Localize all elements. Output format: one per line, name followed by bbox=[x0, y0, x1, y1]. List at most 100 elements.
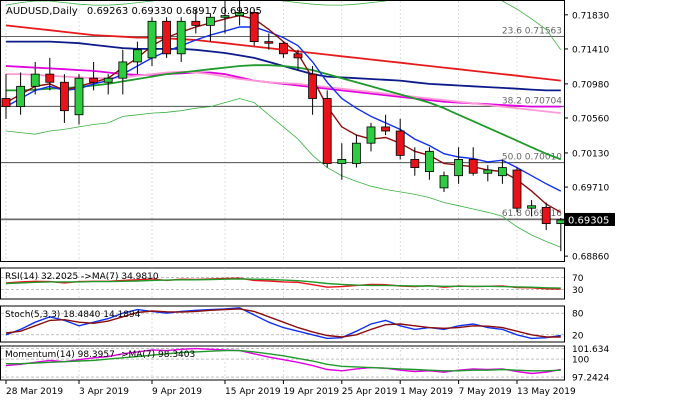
panel-frame-mom bbox=[0, 345, 565, 381]
candle-5 bbox=[74, 74, 84, 125]
candle-body-22 bbox=[322, 98, 332, 164]
candle-body-11 bbox=[162, 20, 172, 55]
candle-10 bbox=[147, 17, 157, 66]
panel-frame-rsi bbox=[0, 267, 565, 300]
candle-3 bbox=[45, 57, 55, 91]
chart-header: AUDUSD,Daily 0.69263 0.69330 0.68917 0.6… bbox=[6, 6, 262, 17]
candle-body-28 bbox=[410, 159, 420, 168]
panel-line-stoch-1 bbox=[5, 308, 561, 338]
candle-24 bbox=[351, 135, 361, 168]
overlay-line-ma_green-4 bbox=[6, 64, 562, 161]
y-tick-label-4: 0.70130 bbox=[572, 149, 609, 159]
candle-body-36 bbox=[527, 205, 536, 209]
y-tick-label-3: 0.70560 bbox=[572, 115, 609, 125]
candle-35 bbox=[512, 167, 522, 213]
fib-label-1: 38.2 0.70704 bbox=[502, 96, 562, 106]
x-tick-label-6: 1 May 2019 bbox=[400, 387, 453, 397]
x-tick-label-3: 15 Apr 2019 bbox=[225, 387, 281, 397]
candle-body-16 bbox=[235, 11, 245, 17]
panel-label-mom: Momentum(14) 98.3957 ->MA(7) 98.3403 bbox=[5, 350, 195, 360]
candles bbox=[1, 1, 566, 252]
x-tick-label-4: 19 Apr 2019 bbox=[283, 387, 339, 397]
candle-body-25 bbox=[366, 126, 376, 144]
candle-body-5 bbox=[74, 77, 84, 116]
time-axis: 28 Mar 2019 3 Apr 2019 9 Apr 2019 15 Apr 20… bbox=[5, 380, 576, 397]
candle-37 bbox=[541, 202, 551, 231]
candle-body-18 bbox=[264, 41, 274, 44]
candle-body-20 bbox=[293, 53, 303, 59]
symbol-label: AUDUSD,Daily bbox=[6, 6, 78, 17]
candle-18 bbox=[264, 33, 274, 50]
candle-body-7 bbox=[103, 77, 113, 83]
candle-body-30 bbox=[439, 175, 449, 189]
fib-label-0: 23.6 0.71563 bbox=[502, 27, 562, 37]
current-price-box bbox=[565, 212, 615, 226]
candle-body-34 bbox=[497, 167, 507, 177]
current-price-tag: 0.69305 bbox=[565, 212, 615, 226]
candle-14 bbox=[205, 13, 215, 42]
candle-body-23 bbox=[337, 159, 347, 164]
candle-body-10 bbox=[147, 20, 157, 59]
candle-body-24 bbox=[351, 142, 361, 164]
panel-rsi: 70 30 RSI(14) 32.2025 ->MA(7) 34.9810 bbox=[0, 267, 584, 300]
candle-body-32 bbox=[468, 159, 478, 174]
fib-label-2: 50.0 0.70010 bbox=[502, 153, 562, 163]
candle-body-35 bbox=[512, 169, 522, 209]
panel-tick-mom-1: 100 bbox=[572, 356, 589, 366]
candle-34 bbox=[497, 159, 507, 184]
candle-8 bbox=[118, 49, 128, 95]
x-tick-label-7: 7 May 2019 bbox=[459, 387, 512, 397]
x-tick-label-1: 3 Apr 2019 bbox=[79, 387, 129, 397]
candle-body-12 bbox=[176, 20, 186, 55]
candle-body-2 bbox=[30, 73, 40, 87]
candle-body-0 bbox=[1, 98, 11, 108]
candle-36 bbox=[527, 200, 536, 217]
y-tick-label-0: 0.71830 bbox=[572, 11, 609, 21]
candle-body-14 bbox=[205, 16, 215, 26]
candle-body-4 bbox=[60, 81, 69, 112]
panel-line-mom-0 bbox=[5, 347, 561, 375]
candle-12 bbox=[176, 17, 186, 62]
candle-0 bbox=[1, 74, 11, 119]
panel-stoch: 80 20 Stoch(5,3,3) 18.4840 14.1894 bbox=[0, 305, 584, 343]
candle-33 bbox=[483, 165, 493, 182]
candle-32 bbox=[468, 147, 478, 176]
candle-15 bbox=[220, 1, 230, 34]
main-panel-frame bbox=[0, 0, 565, 262]
price-axis: 0.71830 0.71410 0.70980 0.70560 0.70130 0.697… bbox=[564, 11, 609, 263]
y-tick-label-1: 0.71410 bbox=[572, 45, 609, 55]
candle-body-33 bbox=[483, 169, 493, 174]
candle-25 bbox=[366, 122, 376, 152]
candle-body-21 bbox=[308, 73, 318, 99]
candle-7 bbox=[103, 74, 113, 95]
panel-line-mom-1 bbox=[6, 349, 561, 372]
x-tick-label-8: 13 May 2019 bbox=[517, 387, 576, 397]
candle-11 bbox=[162, 17, 172, 58]
candle-13 bbox=[191, 9, 201, 34]
candle-9 bbox=[132, 41, 142, 75]
candle-body-13 bbox=[191, 20, 201, 26]
panel-tick-stoch-1: 20 bbox=[572, 331, 584, 341]
panel-line-stoch-0 bbox=[5, 307, 561, 340]
y-tick-label-2: 0.70980 bbox=[572, 80, 609, 90]
overlay-line-bands-8 bbox=[5, 98, 561, 248]
candle-body-19 bbox=[278, 42, 288, 55]
candle-body-29 bbox=[424, 150, 434, 173]
candle-body-37 bbox=[541, 206, 551, 225]
panel-tick-mom-2: 97.2424 bbox=[572, 374, 609, 384]
indicator-panels: 70 30 RSI(14) 32.2025 ->MA(7) 34.9810 80 20 S… bbox=[0, 267, 609, 384]
panel-label-stoch: Stoch(5,3,3) 18.4840 14.1894 bbox=[5, 310, 141, 320]
panel-tick-mom-0: 101.634 bbox=[572, 345, 609, 355]
panel-label-rsi: RSI(14) 32.2025 ->MA(7) 34.9810 bbox=[5, 272, 159, 282]
panel-tick-stoch-0: 80 bbox=[572, 310, 584, 320]
candle-16 bbox=[235, 1, 245, 26]
candle-28 bbox=[410, 147, 420, 176]
overlay-line-ma_pink-3 bbox=[6, 70, 561, 114]
candle-29 bbox=[424, 147, 434, 180]
candle-body-3 bbox=[45, 73, 55, 83]
panel-tick-rsi-0: 70 bbox=[572, 274, 584, 284]
candle-26 bbox=[381, 114, 391, 136]
